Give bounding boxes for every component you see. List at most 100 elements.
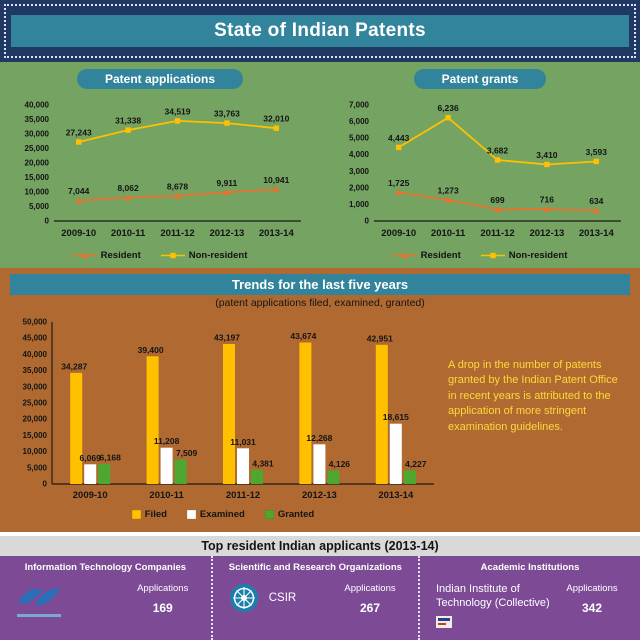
it-applications-label: Applications <box>137 583 189 594</box>
svg-text:5,000: 5,000 <box>28 202 49 211</box>
svg-text:30,000: 30,000 <box>24 130 49 139</box>
svg-text:716: 716 <box>539 195 553 205</box>
line-charts-section: Patent applications 0 5,000 10,000 15,000 20… <box>0 62 640 268</box>
svg-text:2013-14: 2013-14 <box>578 228 614 239</box>
svg-text:1,273: 1,273 <box>437 185 459 195</box>
applicants-columns: Information Technology Companies Applica… <box>0 556 640 640</box>
svg-text:3,000: 3,000 <box>348 167 369 176</box>
svg-text:3,593: 3,593 <box>585 147 607 157</box>
patent-grants-panel: Patent grants 0 1,000 2,000 3,000 4,000 5,000… <box>320 69 640 268</box>
svg-text:45,000: 45,000 <box>23 334 48 343</box>
svg-text:34,287: 34,287 <box>61 361 87 371</box>
column-it-companies: Information Technology Companies Applica… <box>0 556 211 640</box>
column-research-header: Scientific and Research Organizations <box>228 562 402 573</box>
svg-text:40,000: 40,000 <box>23 350 48 359</box>
iit-name: Indian Institute of Technology (Collecti… <box>436 583 550 609</box>
svg-text:0: 0 <box>43 480 48 489</box>
legend-item-resident: Resident <box>392 251 461 261</box>
institution-logo <box>436 615 452 628</box>
svg-text:2010-11: 2010-11 <box>149 490 184 501</box>
svg-text:634: 634 <box>589 196 603 206</box>
svg-text:2012-13: 2012-13 <box>529 228 564 239</box>
patent-applications-title: Patent applications <box>76 69 244 89</box>
patent-grants-line-chart: 0 1,000 2,000 3,000 4,000 5,000 6,000 7,000 2009… <box>328 91 633 249</box>
trends-legend: Filed Examined Granted <box>131 510 314 520</box>
svg-text:4,126: 4,126 <box>329 459 351 469</box>
svg-text:6,236: 6,236 <box>437 103 459 113</box>
column-research-orgs: Scientific and Research Organizations CS… <box>210 556 418 640</box>
svg-text:7,044: 7,044 <box>68 186 90 196</box>
svg-text:4,227: 4,227 <box>405 459 427 469</box>
iit-block: Indian Institute of Technology (Collecti… <box>436 583 554 628</box>
research-applications: Applications 267 <box>332 583 408 615</box>
patent-grants-title: Patent grants <box>413 69 547 89</box>
svg-text:30,000: 30,000 <box>23 382 48 391</box>
svg-text:27,243: 27,243 <box>65 128 91 138</box>
svg-text:0: 0 <box>44 217 49 226</box>
svg-text:43,674: 43,674 <box>290 331 316 341</box>
csir-org: CSIR <box>229 583 296 613</box>
legend-item-non-resident: Non-resident <box>160 251 247 261</box>
svg-text:3,410: 3,410 <box>536 150 558 160</box>
svg-text:39,400: 39,400 <box>138 345 164 355</box>
svg-text:6,069: 6,069 <box>80 453 102 463</box>
it-applications-value: 169 <box>152 601 173 615</box>
svg-text:20,000: 20,000 <box>23 415 48 424</box>
svg-text:12,268: 12,268 <box>306 433 332 443</box>
svg-text:35,000: 35,000 <box>24 115 49 124</box>
svg-text:42,951: 42,951 <box>367 333 393 343</box>
csir-logo <box>229 584 258 612</box>
svg-text:6,000: 6,000 <box>348 117 369 126</box>
trends-annotation: A drop in the number of patents granted … <box>448 359 618 433</box>
svg-text:1,725: 1,725 <box>388 178 410 188</box>
trends-bar-chart-wrap: 0 5,000 10,000 15,000 20,000 25,000 30,000 35,0… <box>0 310 446 520</box>
svg-text:2009-10: 2009-10 <box>73 490 108 501</box>
academic-applications-value: 342 <box>581 601 603 615</box>
csir-name: CSIR <box>268 592 297 604</box>
svg-text:3,682: 3,682 <box>486 146 508 156</box>
column-academic-body: Indian Institute of Technology (Collecti… <box>420 573 640 628</box>
tcs-logo <box>16 583 62 617</box>
svg-text:50,000: 50,000 <box>23 318 48 327</box>
svg-text:5,000: 5,000 <box>27 463 48 472</box>
tcs-wordmark <box>17 614 61 617</box>
svg-text:10,000: 10,000 <box>23 447 48 456</box>
research-applications-value: 267 <box>359 601 381 615</box>
svg-text:8,678: 8,678 <box>166 181 188 191</box>
svg-text:8,062: 8,062 <box>117 183 139 193</box>
header-dotted-frame: State of Indian Patents <box>4 4 636 58</box>
column-it-header: Information Technology Companies <box>24 562 187 573</box>
trends-section: Trends for the last five years (patent a… <box>0 268 640 532</box>
tcs-logo-mark <box>18 588 60 606</box>
svg-text:9,911: 9,911 <box>216 178 237 188</box>
svg-text:43,197: 43,197 <box>214 333 240 343</box>
svg-text:7,509: 7,509 <box>176 448 198 458</box>
legend-item-filed: Filed <box>131 510 167 520</box>
applicants-section: Top resident Indian applicants (2013-14)… <box>0 536 640 640</box>
svg-text:2011-12: 2011-12 <box>480 228 514 239</box>
svg-text:25,000: 25,000 <box>24 144 49 153</box>
svg-text:35,000: 35,000 <box>23 366 48 375</box>
legend-item-granted: Granted <box>264 510 314 520</box>
column-academic: Academic Institutions Indian Institute o… <box>418 556 640 640</box>
svg-text:40,000: 40,000 <box>24 101 49 110</box>
svg-text:10,941: 10,941 <box>263 175 289 185</box>
legend-item-examined: Examined <box>186 510 245 520</box>
svg-text:1,000: 1,000 <box>348 200 369 209</box>
svg-text:2013-14: 2013-14 <box>378 490 414 501</box>
applicants-title: Top resident Indian applicants (2013-14) <box>0 536 640 556</box>
svg-text:15,000: 15,000 <box>23 431 48 440</box>
patent-applications-line-chart: 0 5,000 10,000 15,000 20,000 25,000 30,000 35,0… <box>8 91 313 249</box>
svg-text:2011-12: 2011-12 <box>160 228 194 239</box>
legend-item-non-resident: Non-resident <box>480 251 567 261</box>
svg-text:2010-11: 2010-11 <box>430 228 465 239</box>
svg-text:2013-14: 2013-14 <box>258 228 294 239</box>
trends-bar-chart: 0 5,000 10,000 15,000 20,000 25,000 30,000 35,0… <box>0 310 446 508</box>
svg-text:11,208: 11,208 <box>154 436 180 446</box>
svg-text:20,000: 20,000 <box>24 159 49 168</box>
svg-text:2009-10: 2009-10 <box>61 228 96 239</box>
svg-text:0: 0 <box>364 217 369 226</box>
svg-text:25,000: 25,000 <box>23 399 48 408</box>
svg-text:10,000: 10,000 <box>24 188 49 197</box>
